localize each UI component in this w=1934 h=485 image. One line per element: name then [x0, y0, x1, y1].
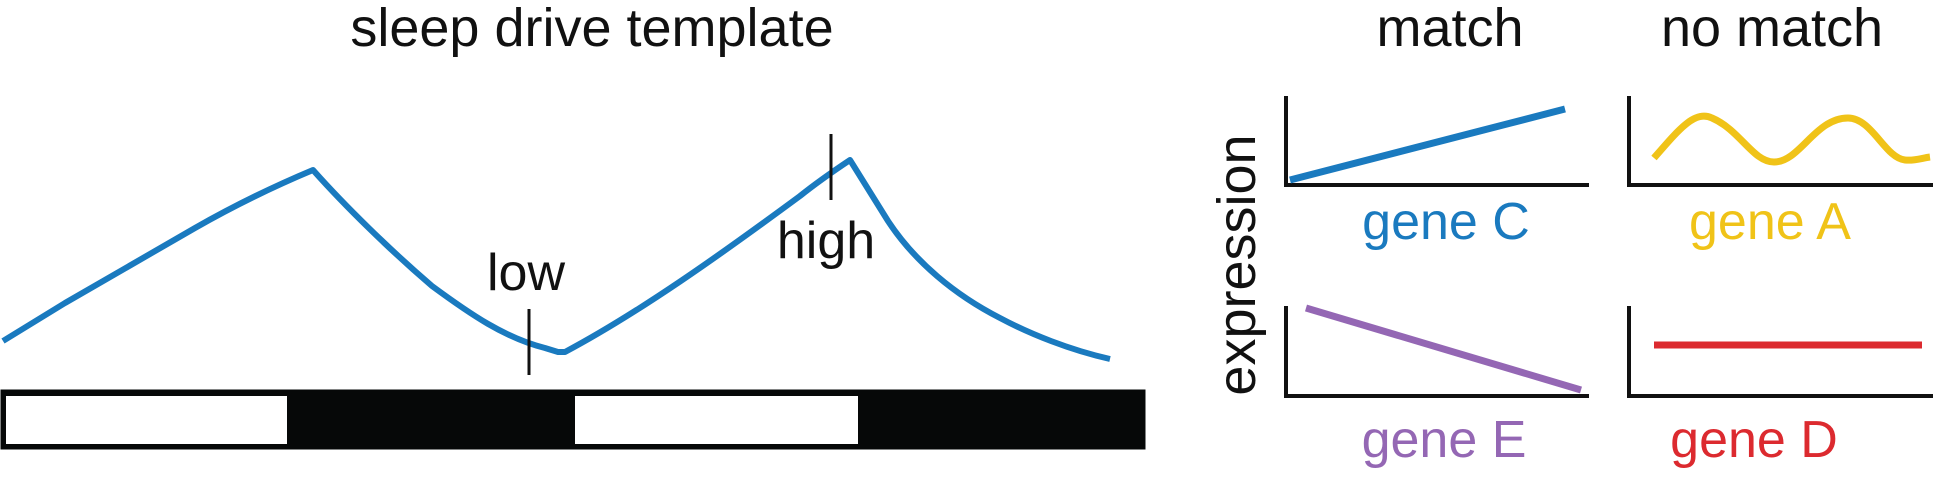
expression-axis-label: expression	[1207, 134, 1267, 395]
gene-e-label: gene E	[1362, 411, 1527, 469]
light-period-2	[575, 396, 858, 444]
plot-gene-c: gene C	[1284, 96, 1589, 251]
plot-gene-e: gene E	[1284, 304, 1589, 469]
gene-c-label: gene C	[1362, 193, 1530, 251]
low-label: low	[487, 244, 565, 302]
plot-gene-d: gene D	[1627, 306, 1933, 469]
sleep-drive-curve	[1, 157, 1111, 362]
plot-gene-a-trace	[1651, 112, 1931, 166]
light-dark-bar	[0, 389, 1146, 450]
plot-gene-e-trace	[1304, 304, 1583, 394]
light-period-1	[6, 396, 287, 444]
sleep-drive-title: sleep drive template	[350, 0, 833, 58]
plot-gene-c-trace	[1289, 105, 1566, 184]
match-column-header: match	[1376, 0, 1523, 58]
high-label: high	[777, 212, 875, 270]
gene-d-label: gene D	[1670, 411, 1838, 469]
sleep-drive-panel: sleep drive template low high	[0, 0, 1146, 450]
expression-panel: match no match expression gene C gene A …	[1207, 0, 1933, 469]
plot-gene-a: gene A	[1627, 96, 1933, 251]
gene-a-label: gene A	[1689, 193, 1851, 251]
no-match-column-header: no match	[1661, 0, 1883, 58]
